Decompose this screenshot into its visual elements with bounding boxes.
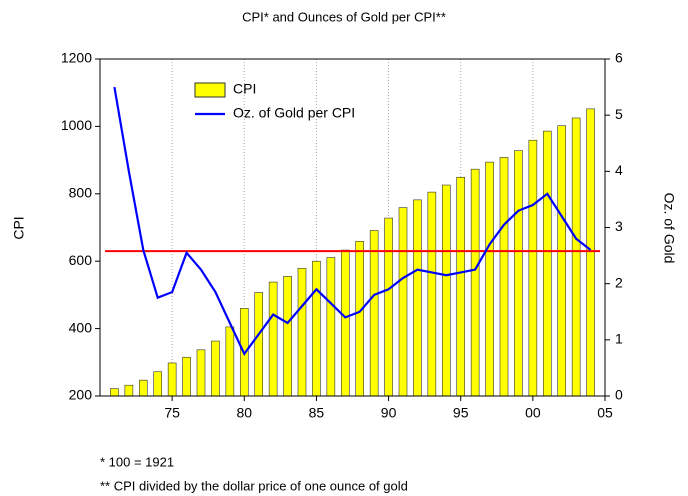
bar [297,267,307,397]
bar [557,125,567,397]
x-tick-label: 95 [453,405,469,421]
y2-tick-label: 5 [615,106,623,122]
bar [384,217,393,397]
footnote: ** CPI divided by the dollar price of on… [100,478,408,493]
plot-frame [99,58,606,397]
bar [369,230,379,397]
y-tick-label: 800 [69,185,93,201]
bar [470,168,480,397]
bar [499,157,509,397]
bar [211,340,220,397]
y2-axis-label: Oz. of Gold [661,193,677,264]
x-tick-label: 05 [597,405,613,421]
y-tick-label: 200 [69,387,93,403]
legend-label: Oz. of Gold per CPI [233,105,355,121]
bar [268,281,278,397]
y2-tick-label: 2 [615,274,623,290]
line [113,86,592,357]
bar [124,384,134,397]
bar [182,356,191,397]
bar [427,191,437,397]
y2-tick-label: 6 [615,50,623,66]
bar [254,292,264,397]
y-axis-label: CPI [11,216,27,239]
x-tick-label: 80 [236,405,252,421]
bar [571,117,581,397]
chart-title: CPI* and Ounces of Gold per CPI** [242,9,446,24]
bar [413,199,422,397]
bar [283,276,292,397]
bar [196,349,206,397]
bar [326,257,336,397]
bar [586,108,595,397]
legend-swatch [194,82,226,98]
y2-tick-label: 4 [615,162,623,178]
bar [542,130,552,397]
bar [398,207,408,397]
bar [456,176,466,397]
bar [441,184,451,397]
bar [110,388,119,397]
bar [514,150,523,397]
bar [485,161,494,397]
bar [528,139,538,397]
y2-tick-label: 0 [615,387,623,403]
y2-tick-label: 1 [615,331,623,347]
bar [355,241,365,397]
bar [340,249,350,397]
legend-label: CPI [233,81,256,97]
bar [312,260,321,397]
bar [167,362,177,397]
bar [153,371,163,397]
y2-tick-label: 3 [615,218,623,234]
y-tick-label: 600 [69,252,93,268]
x-tick-label: 90 [381,405,397,421]
x-tick-label: 75 [164,405,180,421]
y-tick-label: 1200 [61,50,92,66]
bar [225,326,235,397]
y-tick-label: 400 [69,319,93,335]
x-tick-label: 00 [525,405,541,421]
footnote: * 100 = 1921 [100,454,174,469]
x-tick-label: 85 [309,405,325,421]
y-tick-label: 1000 [61,117,92,133]
bar [138,379,148,397]
